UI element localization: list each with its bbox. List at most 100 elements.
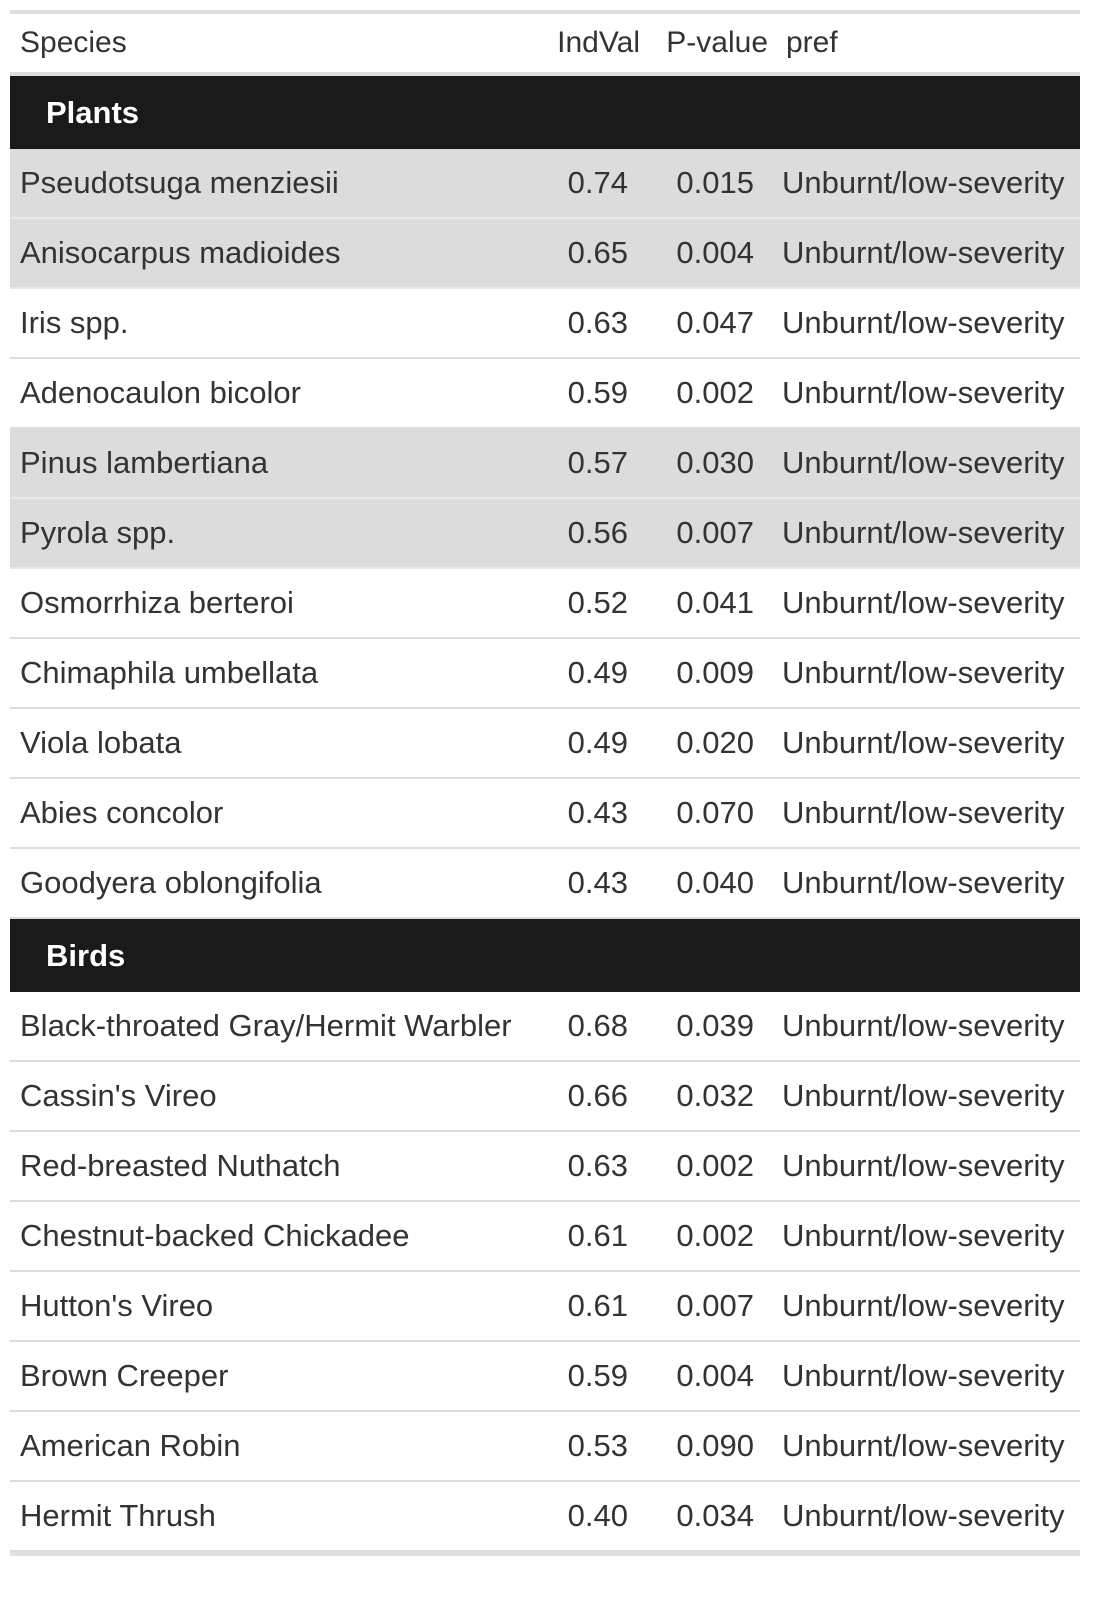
pref-cell: Unburnt/low-severity xyxy=(782,445,1065,480)
table-row: Cassin's Vireo 0.66 0.032 Unburnt/low-sever… xyxy=(10,1062,1080,1132)
indval-cell: 0.53 xyxy=(567,1428,628,1463)
table-row: Pinus lambertiana 0.57 0.030 Unburnt/low-se… xyxy=(10,429,1080,499)
pref-cell: Unburnt/low-severity xyxy=(782,1358,1065,1393)
pvalue-cell: 0.034 xyxy=(676,1498,754,1533)
table-header-row: Species IndVal P-value pref xyxy=(10,14,1080,76)
indval-cell: 0.66 xyxy=(567,1078,628,1113)
indval-cell: 0.59 xyxy=(567,1358,628,1393)
pvalue-cell: 0.032 xyxy=(676,1078,754,1113)
species-cell: Red-breasted Nuthatch xyxy=(20,1148,341,1183)
species-cell: Abies concolor xyxy=(20,795,224,830)
indval-cell: 0.68 xyxy=(567,1008,628,1043)
pref-cell: Unburnt/low-severity xyxy=(782,375,1065,410)
table-row: Pyrola spp. 0.56 0.007 Unburnt/low-severity xyxy=(10,499,1080,569)
species-cell: Pinus lambertiana xyxy=(20,445,269,480)
pvalue-cell: 0.004 xyxy=(676,1358,754,1393)
table-row: Viola lobata 0.49 0.020 Unburnt/low-severit… xyxy=(10,709,1080,779)
species-cell: American Robin xyxy=(20,1428,241,1463)
species-cell: Black-throated Gray/Hermit Warbler xyxy=(20,1008,512,1043)
pvalue-cell: 0.004 xyxy=(676,235,754,270)
species-cell: Goodyera oblongifolia xyxy=(20,865,322,900)
pref-cell: Unburnt/low-severity xyxy=(782,585,1065,620)
pref-cell: Unburnt/low-severity xyxy=(782,1428,1065,1463)
indval-cell: 0.61 xyxy=(567,1288,628,1323)
pref-cell: Unburnt/low-severity xyxy=(782,1288,1065,1323)
table-row: American Robin 0.53 0.090 Unburnt/low-sever… xyxy=(10,1412,1080,1482)
table-row: Hermit Thrush 0.40 0.034 Unburnt/low-severi… xyxy=(10,1482,1080,1552)
species-cell: Osmorrhiza berteroi xyxy=(20,585,294,620)
pref-cell: Unburnt/low-severity xyxy=(782,1008,1065,1043)
pvalue-cell: 0.002 xyxy=(676,1218,754,1253)
table-row: Chimaphila umbellata 0.49 0.009 Unburnt/low… xyxy=(10,639,1080,709)
pvalue-cell: 0.020 xyxy=(676,725,754,760)
pvalue-cell: 0.047 xyxy=(676,305,754,340)
table-row: Adenocaulon bicolor 0.59 0.002 Unburnt/low-… xyxy=(10,359,1080,429)
pref-cell: Unburnt/low-severity xyxy=(782,795,1065,830)
indval-cell: 0.63 xyxy=(567,1148,628,1183)
species-cell: Chestnut-backed Chickadee xyxy=(20,1218,410,1253)
indval-cell: 0.49 xyxy=(567,725,628,760)
table-row: Chestnut-backed Chickadee 0.61 0.002 Unburn… xyxy=(10,1202,1080,1272)
table-row: Red-breasted Nuthatch 0.63 0.002 Unburnt/lo… xyxy=(10,1132,1080,1202)
column-header-pref: pref xyxy=(786,26,838,59)
indval-cell: 0.65 xyxy=(567,235,628,270)
species-cell: Pyrola spp. xyxy=(20,515,176,550)
species-cell: Iris spp. xyxy=(20,305,129,340)
table-row: Brown Creeper 0.59 0.004 Unburnt/low-severi… xyxy=(10,1342,1080,1412)
column-header-pvalue: P-value xyxy=(666,26,768,59)
species-cell: Viola lobata xyxy=(20,725,182,760)
pref-cell: Unburnt/low-severity xyxy=(782,865,1065,900)
pref-cell: Unburnt/low-severity xyxy=(782,1498,1065,1533)
table-row: Anisocarpus madioides 0.65 0.004 Unburnt/lo… xyxy=(10,219,1080,289)
table-row: Osmorrhiza berteroi 0.52 0.041 Unburnt/low-… xyxy=(10,569,1080,639)
species-cell: Adenocaulon bicolor xyxy=(20,375,301,410)
indval-cell: 0.52 xyxy=(567,585,628,620)
pvalue-cell: 0.007 xyxy=(676,1288,754,1323)
pref-cell: Unburnt/low-severity xyxy=(782,235,1065,270)
column-header-species: Species xyxy=(20,26,127,59)
species-cell: Brown Creeper xyxy=(20,1358,229,1393)
indval-cell: 0.74 xyxy=(567,165,628,200)
pvalue-cell: 0.039 xyxy=(676,1008,754,1043)
indval-cell: 0.56 xyxy=(567,515,628,550)
table-row: Pseudotsuga menziesii 0.74 0.015 Unburnt/lo… xyxy=(10,149,1080,219)
indval-cell: 0.63 xyxy=(567,305,628,340)
pvalue-cell: 0.009 xyxy=(676,655,754,690)
indicator-species-table: Species IndVal P-value pref Plants Pseudo… xyxy=(10,10,1080,1556)
pref-cell: Unburnt/low-severity xyxy=(782,305,1065,340)
pref-cell: Unburnt/low-severity xyxy=(782,1148,1065,1183)
indval-cell: 0.61 xyxy=(567,1218,628,1253)
indval-cell: 0.59 xyxy=(567,375,628,410)
species-cell: Anisocarpus madioides xyxy=(20,235,341,270)
column-header-indval: IndVal xyxy=(557,26,640,59)
pvalue-cell: 0.070 xyxy=(676,795,754,830)
pref-cell: Unburnt/low-severity xyxy=(782,655,1065,690)
pvalue-cell: 0.015 xyxy=(676,165,754,200)
indval-cell: 0.40 xyxy=(567,1498,628,1533)
pref-cell: Unburnt/low-severity xyxy=(782,515,1065,550)
indval-cell: 0.43 xyxy=(567,865,628,900)
pref-cell: Unburnt/low-severity xyxy=(782,165,1065,200)
table-row: Goodyera oblongifolia 0.43 0.040 Unburnt/lo… xyxy=(10,849,1080,919)
pref-cell: Unburnt/low-severity xyxy=(782,1078,1065,1113)
species-cell: Hutton's Vireo xyxy=(20,1288,214,1323)
indval-cell: 0.49 xyxy=(567,655,628,690)
pvalue-cell: 0.090 xyxy=(676,1428,754,1463)
species-cell: Cassin's Vireo xyxy=(20,1078,217,1113)
table-body: Plants Pseudotsuga menziesii 0.74 0.015 Unbu… xyxy=(10,76,1080,1552)
indval-cell: 0.57 xyxy=(567,445,628,480)
group-header-birds: Birds xyxy=(10,919,1080,992)
pref-cell: Unburnt/low-severity xyxy=(782,1218,1065,1253)
pvalue-cell: 0.030 xyxy=(676,445,754,480)
table-row: Abies concolor 0.43 0.070 Unburnt/low-sever… xyxy=(10,779,1080,849)
table-row: Iris spp. 0.63 0.047 Unburnt/low-severity xyxy=(10,289,1080,359)
pvalue-cell: 0.007 xyxy=(676,515,754,550)
group-header-plants: Plants xyxy=(10,76,1080,149)
species-cell: Chimaphila umbellata xyxy=(20,655,319,690)
table-row: Black-throated Gray/Hermit Warbler 0.68 0.… xyxy=(10,992,1080,1062)
species-cell: Hermit Thrush xyxy=(20,1498,216,1533)
pvalue-cell: 0.002 xyxy=(676,375,754,410)
table-row: Hutton's Vireo 0.61 0.007 Unburnt/low-sever… xyxy=(10,1272,1080,1342)
pvalue-cell: 0.002 xyxy=(676,1148,754,1183)
pvalue-cell: 0.040 xyxy=(676,865,754,900)
